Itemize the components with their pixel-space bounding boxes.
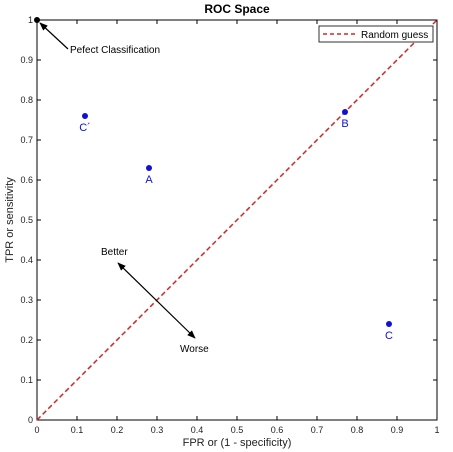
x-tick-label: 1 — [434, 425, 439, 435]
legend-box — [318, 25, 434, 43]
x-tick-label: 0.9 — [391, 425, 404, 435]
x-tick-label: 0.1 — [71, 425, 84, 435]
point-c — [386, 321, 392, 327]
x-tick-label: 0.6 — [271, 425, 284, 435]
y-tick-label: 0.2 — [20, 335, 33, 345]
x-tick-label: 0.3 — [151, 425, 164, 435]
point-b — [342, 109, 348, 115]
random-guess-line-group — [36, 19, 438, 421]
x-axis-label: FPR or (1 - specificity) — [183, 437, 292, 449]
y-tick-label: 1 — [28, 15, 33, 25]
y-tick-label: 0 — [28, 415, 33, 425]
x-tick-label: 0.2 — [111, 425, 124, 435]
legend: Random guess — [318, 25, 434, 43]
better-worse-arrow — [117, 262, 196, 339]
chart-title: ROC Space — [204, 2, 270, 16]
legend-entry-random-guess: Random guess — [361, 30, 428, 41]
point-label: B — [341, 118, 348, 130]
x-tick-label: 0.8 — [351, 425, 364, 435]
better-label: Better — [101, 247, 128, 258]
random-guess-line — [36, 19, 438, 421]
x-tick-label: 0 — [34, 425, 39, 435]
point-label: A — [145, 174, 153, 186]
point-c-prime — [82, 113, 88, 119]
data-points: A B C C´ — [34, 17, 393, 342]
axis-ticks: 0 0.1 0.2 0.3 0.4 0.5 0.6 0.7 0.8 0.9 1 0 0.1 0.2 0.3 0… — [20, 15, 439, 435]
perfect-label: Pefect Classification — [70, 45, 160, 56]
y-tick-label: 0.7 — [20, 135, 33, 145]
y-tick-label: 0.4 — [20, 255, 33, 265]
y-tick-label: 0.9 — [20, 55, 33, 65]
x-tick-label: 0.4 — [191, 425, 204, 435]
point-a — [146, 165, 152, 171]
worse-label: Worse — [180, 344, 209, 355]
point-label: C´ — [79, 122, 91, 134]
y-tick-label: 0.5 — [20, 215, 33, 225]
point-label: C — [385, 330, 393, 342]
y-tick-label: 0.6 — [20, 175, 33, 185]
x-tick-label: 0.7 — [311, 425, 324, 435]
x-tick-label: 0.5 — [231, 425, 244, 435]
y-tick-label: 0.3 — [20, 295, 33, 305]
annotation-arrows: Pefect Classification Better Worse — [39, 22, 209, 355]
y-axis-label: TPR or sensitivity — [4, 177, 16, 263]
perfect-point — [34, 17, 40, 23]
y-tick-label: 0.8 — [20, 95, 33, 105]
y-tick-label: 0.1 — [20, 375, 33, 385]
perfect-arrow — [39, 22, 69, 50]
